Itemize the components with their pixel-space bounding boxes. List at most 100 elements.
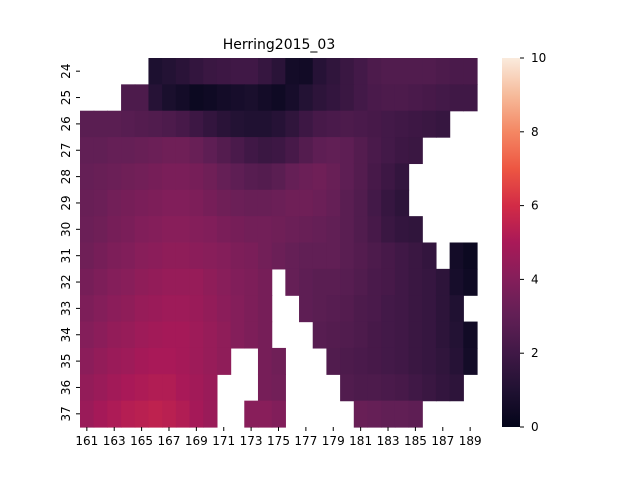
heatmap-cell bbox=[244, 321, 259, 349]
heatmap-cell bbox=[381, 58, 396, 85]
colorbar-tick-label: 8 bbox=[531, 125, 539, 139]
y-tick-label: 33 bbox=[59, 301, 73, 316]
heatmap-cell bbox=[340, 137, 355, 165]
heatmap-cell bbox=[216, 84, 232, 112]
heatmap-cell bbox=[435, 295, 451, 323]
heatmap-cell bbox=[244, 84, 259, 112]
y-tick-label: 29 bbox=[59, 195, 73, 210]
colorbar bbox=[502, 58, 520, 427]
heatmap-cell bbox=[381, 374, 396, 402]
heatmap-cell bbox=[285, 268, 300, 296]
heatmap-cell bbox=[257, 137, 273, 165]
heatmap-cell bbox=[189, 347, 204, 375]
heatmap-cell bbox=[189, 242, 204, 270]
heatmap-cell bbox=[93, 242, 108, 270]
heatmap-cell bbox=[244, 110, 259, 138]
x-tick-label: 187 bbox=[431, 434, 454, 448]
heatmap-cell bbox=[394, 216, 410, 244]
heatmap-cell bbox=[340, 110, 355, 138]
heatmap-cell bbox=[148, 216, 163, 244]
heatmap-cell bbox=[189, 189, 204, 217]
heatmap-cell bbox=[107, 321, 122, 349]
heatmap-cell bbox=[312, 242, 328, 270]
heatmap-cell bbox=[189, 58, 204, 85]
heatmap-cell bbox=[353, 216, 369, 244]
heatmap-cell bbox=[312, 216, 328, 244]
heatmap-cell bbox=[175, 347, 191, 375]
heatmap-cell bbox=[189, 110, 204, 138]
heatmap-cell bbox=[121, 163, 136, 191]
heatmap-cell bbox=[244, 137, 259, 165]
heatmap-cell bbox=[257, 295, 273, 323]
heatmap-cell bbox=[244, 400, 259, 428]
heatmap-cell bbox=[121, 374, 136, 402]
heatmap-cell bbox=[271, 84, 286, 112]
heatmap-cell bbox=[408, 242, 423, 270]
heatmap-cell bbox=[93, 374, 108, 402]
heatmap-cell bbox=[189, 137, 204, 165]
heatmap-cell bbox=[189, 216, 204, 244]
heatmap-cell bbox=[121, 347, 136, 375]
heatmap-cell bbox=[312, 189, 328, 217]
heatmap-cell bbox=[244, 216, 259, 244]
heatmap-cell bbox=[134, 216, 150, 244]
heatmap-cell bbox=[299, 84, 314, 112]
heatmap-cell bbox=[80, 295, 95, 323]
heatmap-cell bbox=[148, 84, 163, 112]
heatmap-cell bbox=[285, 137, 300, 165]
heatmap-cell bbox=[162, 216, 177, 244]
heatmap-cell bbox=[408, 295, 423, 323]
heatmap-cell bbox=[340, 295, 355, 323]
heatmap-cell bbox=[107, 347, 122, 375]
heatmap-cell bbox=[340, 84, 355, 112]
heatmap-cell bbox=[80, 347, 95, 375]
heatmap-cell bbox=[93, 268, 108, 296]
heatmap-cell bbox=[121, 189, 136, 217]
x-tick-label: 167 bbox=[158, 434, 181, 448]
heatmap-cell bbox=[312, 163, 328, 191]
heatmap-cell bbox=[148, 268, 163, 296]
heatmap-cell bbox=[394, 137, 410, 165]
heatmap-cell bbox=[435, 58, 451, 85]
heatmap-cell bbox=[230, 84, 245, 112]
heatmap-cell bbox=[408, 400, 423, 428]
heatmap-cell bbox=[422, 295, 437, 323]
heatmap-cell bbox=[216, 295, 232, 323]
heatmap-cell bbox=[203, 137, 218, 165]
heatmap-cell bbox=[408, 347, 423, 375]
heatmap-cell bbox=[203, 400, 218, 428]
heatmap-cell bbox=[148, 374, 163, 402]
heatmap-cell bbox=[340, 216, 355, 244]
heatmap-cell bbox=[367, 242, 382, 270]
heatmap-cell bbox=[299, 242, 314, 270]
y-tick-label: 35 bbox=[59, 353, 73, 368]
heatmap-cell bbox=[381, 295, 396, 323]
heatmap-cell bbox=[80, 216, 95, 244]
heatmap-cell bbox=[312, 84, 328, 112]
heatmap-cell bbox=[107, 163, 122, 191]
heatmap-cell bbox=[257, 374, 273, 402]
heatmap-cell bbox=[394, 295, 410, 323]
heatmap-cell bbox=[162, 110, 177, 138]
x-tick-label: 179 bbox=[322, 434, 345, 448]
heatmap-cell bbox=[148, 58, 163, 85]
heatmap-cell bbox=[134, 163, 150, 191]
heatmap-cell bbox=[93, 295, 108, 323]
heatmap-cell bbox=[422, 242, 437, 270]
heatmap-cell bbox=[353, 374, 369, 402]
heatmap-cell bbox=[121, 110, 136, 138]
heatmap-cell bbox=[244, 163, 259, 191]
heatmap-cell bbox=[394, 321, 410, 349]
heatmap-cell bbox=[408, 137, 423, 165]
heatmap-cell bbox=[312, 268, 328, 296]
heatmap-cell bbox=[257, 268, 273, 296]
heatmap-cell bbox=[326, 58, 341, 85]
heatmap-cell bbox=[340, 58, 355, 85]
heatmap-cell bbox=[381, 163, 396, 191]
colorbar-tick-label: 4 bbox=[531, 272, 539, 286]
heatmap-cell bbox=[175, 242, 191, 270]
heatmap-cell bbox=[121, 400, 136, 428]
y-tick-label: 30 bbox=[59, 222, 73, 237]
heatmap-cell bbox=[449, 295, 464, 323]
